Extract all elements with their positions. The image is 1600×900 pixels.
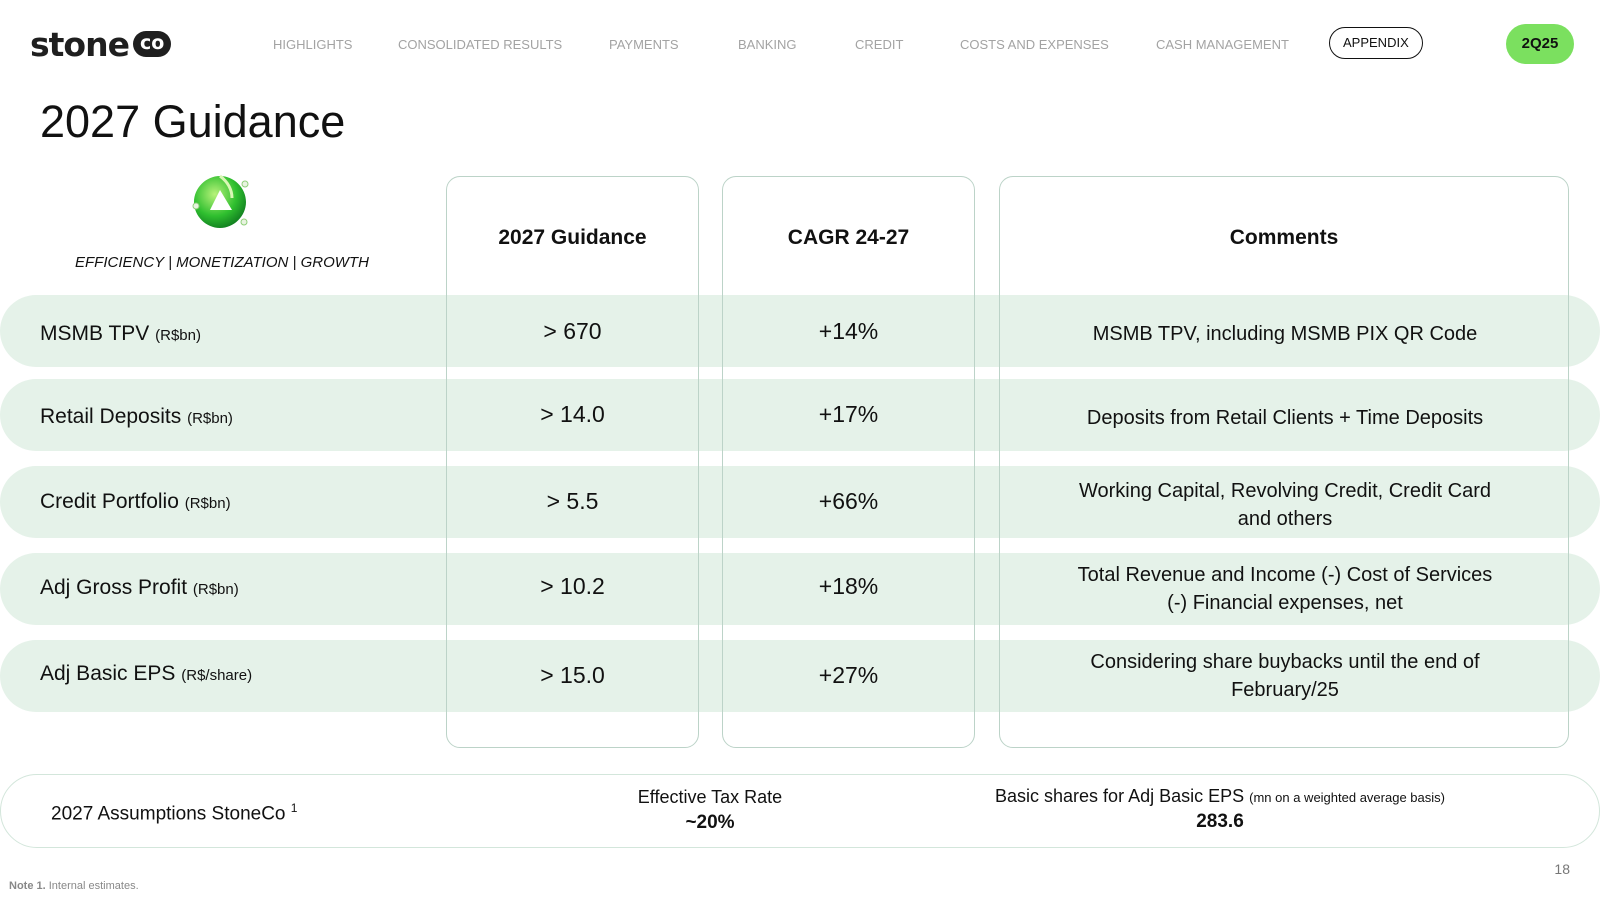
guidance-value: > 15.0 <box>540 662 605 688</box>
cagr-column-box <box>722 176 975 748</box>
page-title: 2027 Guidance <box>40 96 346 147</box>
quarter-badge: 2Q25 <box>1506 24 1574 64</box>
comments-column-header: Comments <box>1229 226 1339 249</box>
comment-line: Working Capital, Revolving Credit, Credi… <box>1078 480 1491 502</box>
comment-line: (-) Financial expenses, net <box>1167 592 1403 614</box>
logo-co-badge: co <box>132 31 172 57</box>
nav-credit[interactable]: CREDIT <box>855 37 904 52</box>
row-label: Credit Portfolio (R$bn) <box>40 490 231 514</box>
cagr-column-header: CAGR 24-27 <box>787 226 910 249</box>
cagr-value: +18% <box>818 573 879 599</box>
green-triangle-cycle-icon <box>192 174 249 228</box>
basic-shares-qualifier: (mn on a weighted average basis) <box>1249 790 1445 805</box>
footnote-text: Internal estimates. <box>48 880 139 892</box>
row-label: MSMB TPV (R$bn) <box>40 322 201 346</box>
row-comment: Working Capital, Revolving Credit, Credi… <box>1000 477 1570 533</box>
row-comment: MSMB TPV, including MSMB PIX QR Code <box>1000 320 1570 348</box>
cagr-value: +27% <box>818 662 879 688</box>
row-label: Retail Deposits (R$bn) <box>40 405 233 429</box>
comment-line: February/25 <box>1231 679 1339 701</box>
row-band-credit-portfolio <box>0 466 1600 538</box>
page-number: 18 <box>1554 861 1570 877</box>
stoneco-logo[interactable]: stone co <box>30 24 172 64</box>
row-comment: Total Revenue and Income (-) Cost of Ser… <box>1000 561 1570 617</box>
row-band-adj-gross-profit <box>0 553 1600 625</box>
nav-cash-management[interactable]: CASH MANAGEMENT <box>1156 37 1289 52</box>
logo-wordmark: stone <box>30 24 130 64</box>
comments-column-box <box>999 176 1569 748</box>
cagr-value: +14% <box>818 318 879 344</box>
row-metric: MSMB TPV <box>40 322 150 345</box>
row-unit: (R$bn) <box>184 495 231 512</box>
tagline: EFFICIENCY | MONETIZATION | GROWTH <box>75 254 369 271</box>
comment-line: and others <box>1237 508 1333 530</box>
basic-shares-title: Basic shares for Adj Basic EPS <box>995 786 1245 806</box>
guidance-value: > 14.0 <box>540 401 605 427</box>
top-nav: HIGHLIGHTS CONSOLIDATED RESULTS PAYMENTS… <box>0 27 1600 63</box>
guidance-value: > 670 <box>543 318 602 344</box>
nav-appendix[interactable]: APPENDIX <box>1329 27 1423 59</box>
row-metric: Credit Portfolio <box>40 490 179 513</box>
assumptions-title: 2027 Assumptions StoneCo <box>51 803 286 825</box>
comment-line: Total Revenue and Income (-) Cost of Ser… <box>1077 564 1493 586</box>
comment-line: Deposits from Retail Clients + Time Depo… <box>1086 407 1484 429</box>
row-metric: Adj Gross Profit <box>40 576 188 599</box>
row-comment: Deposits from Retail Clients + Time Depo… <box>1000 404 1570 432</box>
row-label: Adj Basic EPS (R$/share) <box>40 662 252 686</box>
basic-shares-value: 283.6 <box>1196 811 1244 832</box>
basic-shares-label: Basic shares for Adj Basic EPS (mn on a … <box>960 786 1480 807</box>
row-unit: (R$bn) <box>155 327 201 344</box>
guidance-value: > 5.5 <box>546 488 599 514</box>
assumptions-label: 2027 Assumptions StoneCo 1 <box>51 801 297 825</box>
cagr-value: +17% <box>818 401 879 427</box>
row-metric: Adj Basic EPS <box>40 662 176 685</box>
footnote-ref: 1 <box>290 801 298 815</box>
comment-line: Considering share buybacks until the end… <box>1090 651 1480 673</box>
guidance-column-header: 2027 Guidance <box>498 226 647 249</box>
nav-consolidated-results[interactable]: CONSOLIDATED RESULTS <box>398 37 563 52</box>
nav-costs-and-expenses[interactable]: COSTS AND EXPENSES <box>960 37 1109 52</box>
assumptions-band <box>0 774 1600 848</box>
nav-payments[interactable]: PAYMENTS <box>609 37 679 52</box>
tax-rate-label: Effective Tax Rate <box>637 787 783 807</box>
row-label: Adj Gross Profit (R$bn) <box>40 576 239 600</box>
row-unit: (R$bn) <box>192 581 239 598</box>
tax-rate-value: ~20% <box>685 812 735 833</box>
footnote: Note 1. Internal estimates. <box>9 880 139 892</box>
row-band-adj-basic-eps <box>0 640 1600 712</box>
footnote-prefix: Note 1. <box>9 880 46 892</box>
cagr-value: +66% <box>818 488 879 514</box>
guidance-column-box <box>446 176 699 748</box>
row-unit: (R$/share) <box>181 667 253 684</box>
row-comment: Considering share buybacks until the end… <box>1000 648 1570 704</box>
row-metric: Retail Deposits <box>40 405 182 428</box>
nav-banking[interactable]: BANKING <box>738 37 797 52</box>
guidance-value: > 10.2 <box>540 573 605 599</box>
row-band-retail-deposits <box>0 379 1600 451</box>
row-band-msmb-tpv <box>0 295 1600 367</box>
nav-highlights[interactable]: HIGHLIGHTS <box>273 37 353 52</box>
comment-line: MSMB TPV, including MSMB PIX QR Code <box>1092 323 1478 345</box>
row-unit: (R$bn) <box>187 410 233 427</box>
